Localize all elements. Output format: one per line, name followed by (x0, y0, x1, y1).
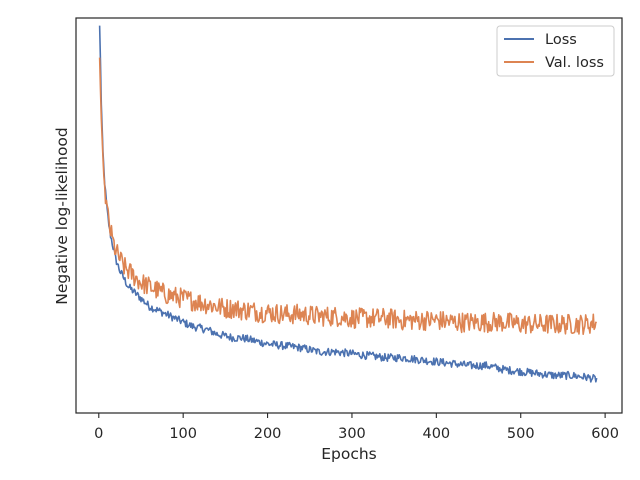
legend-label-loss: Loss (545, 32, 577, 48)
series-line-loss (98, 25, 598, 383)
plot-content (98, 25, 598, 383)
x-tick-label: 400 (422, 426, 450, 442)
x-tick-label: 500 (507, 426, 535, 442)
series-line-val-loss (98, 57, 598, 336)
x-axis-label: Epochs (321, 445, 377, 463)
legend: Loss Val. loss (496, 25, 615, 77)
x-axis-ticks: 0 100 200 300 400 500 600 (94, 413, 619, 442)
x-tick-label: 600 (591, 426, 619, 442)
x-tick-label: 300 (338, 426, 366, 442)
plot-frame (75, 17, 623, 414)
legend-label-val-loss: Val. loss (545, 55, 604, 71)
x-tick-label: 200 (254, 426, 282, 442)
x-tick-label: 100 (169, 426, 197, 442)
y-axis-label: Negative log-likelihood (53, 127, 71, 305)
x-tick-label: 0 (94, 426, 103, 442)
